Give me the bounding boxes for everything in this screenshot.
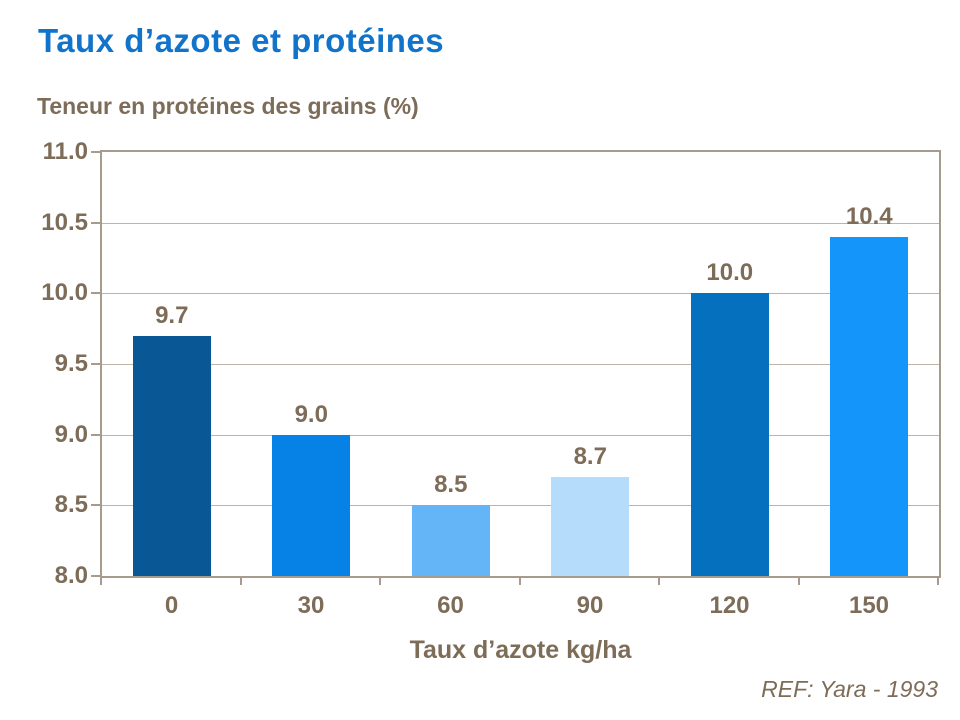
bar-90 — [551, 477, 630, 576]
y-tick-mark — [91, 504, 100, 507]
gridline — [102, 505, 939, 507]
gridline — [102, 222, 939, 224]
x-tick-mark — [518, 578, 521, 585]
bar-value-label: 8.5 — [434, 471, 468, 499]
y-tick-mark — [91, 575, 100, 577]
x-tick-mark — [797, 578, 800, 585]
gridline — [102, 434, 939, 436]
plot-area: 9.7 9.0 8.5 8.7 10.0 10.4 — [100, 150, 941, 578]
x-tick-mark — [937, 578, 939, 585]
y-tick-mark — [91, 221, 100, 224]
x-tick-mark — [100, 578, 102, 585]
reference-text: REF: Yara - 1993 — [761, 676, 938, 702]
y-tick-label: 9.0 — [54, 420, 88, 448]
x-tick-mark — [239, 578, 242, 585]
y-tick-label: 9.5 — [54, 350, 88, 377]
bar-value-label: 8.7 — [573, 443, 607, 471]
x-tick-mark — [379, 578, 381, 585]
x-tick-label: 60 — [437, 592, 464, 619]
bar-30 — [272, 434, 351, 576]
y-tick-mark — [91, 292, 100, 295]
x-tick-mark — [658, 578, 660, 585]
page-title: Taux d’azote et protéines — [38, 22, 445, 59]
y-tick-mark — [91, 151, 100, 153]
x-tick-label: 0 — [164, 592, 179, 619]
bar-150 — [830, 236, 909, 576]
y-tick-mark — [91, 363, 100, 365]
y-tick-label: 8.0 — [54, 562, 88, 589]
bar-value-label: 10.0 — [706, 259, 754, 287]
x-tick-label: 150 — [848, 592, 890, 619]
x-axis-title: Taux d’azote kg/ha — [409, 636, 632, 664]
y-axis-caption: Teneur en protéines des grains (%) — [37, 93, 419, 119]
bar-value-label: 10.4 — [845, 202, 893, 230]
y-tick-label: 8.5 — [54, 491, 88, 519]
gridline — [102, 293, 939, 295]
bar-0 — [132, 335, 211, 576]
bar-120 — [690, 293, 769, 576]
bar-60 — [411, 505, 490, 576]
x-tick-label: 30 — [297, 592, 325, 619]
gridline — [102, 364, 939, 365]
y-tick-label: 11.0 — [42, 138, 88, 165]
bar-value-label: 9.0 — [294, 400, 328, 428]
y-tick-mark — [91, 433, 100, 436]
y-tick-label: 10.5 — [41, 208, 88, 236]
bar-value-label: 9.7 — [155, 301, 189, 329]
x-tick-label: 120 — [709, 592, 750, 619]
y-tick-label: 10.0 — [41, 279, 88, 307]
x-tick-label: 90 — [576, 592, 604, 619]
